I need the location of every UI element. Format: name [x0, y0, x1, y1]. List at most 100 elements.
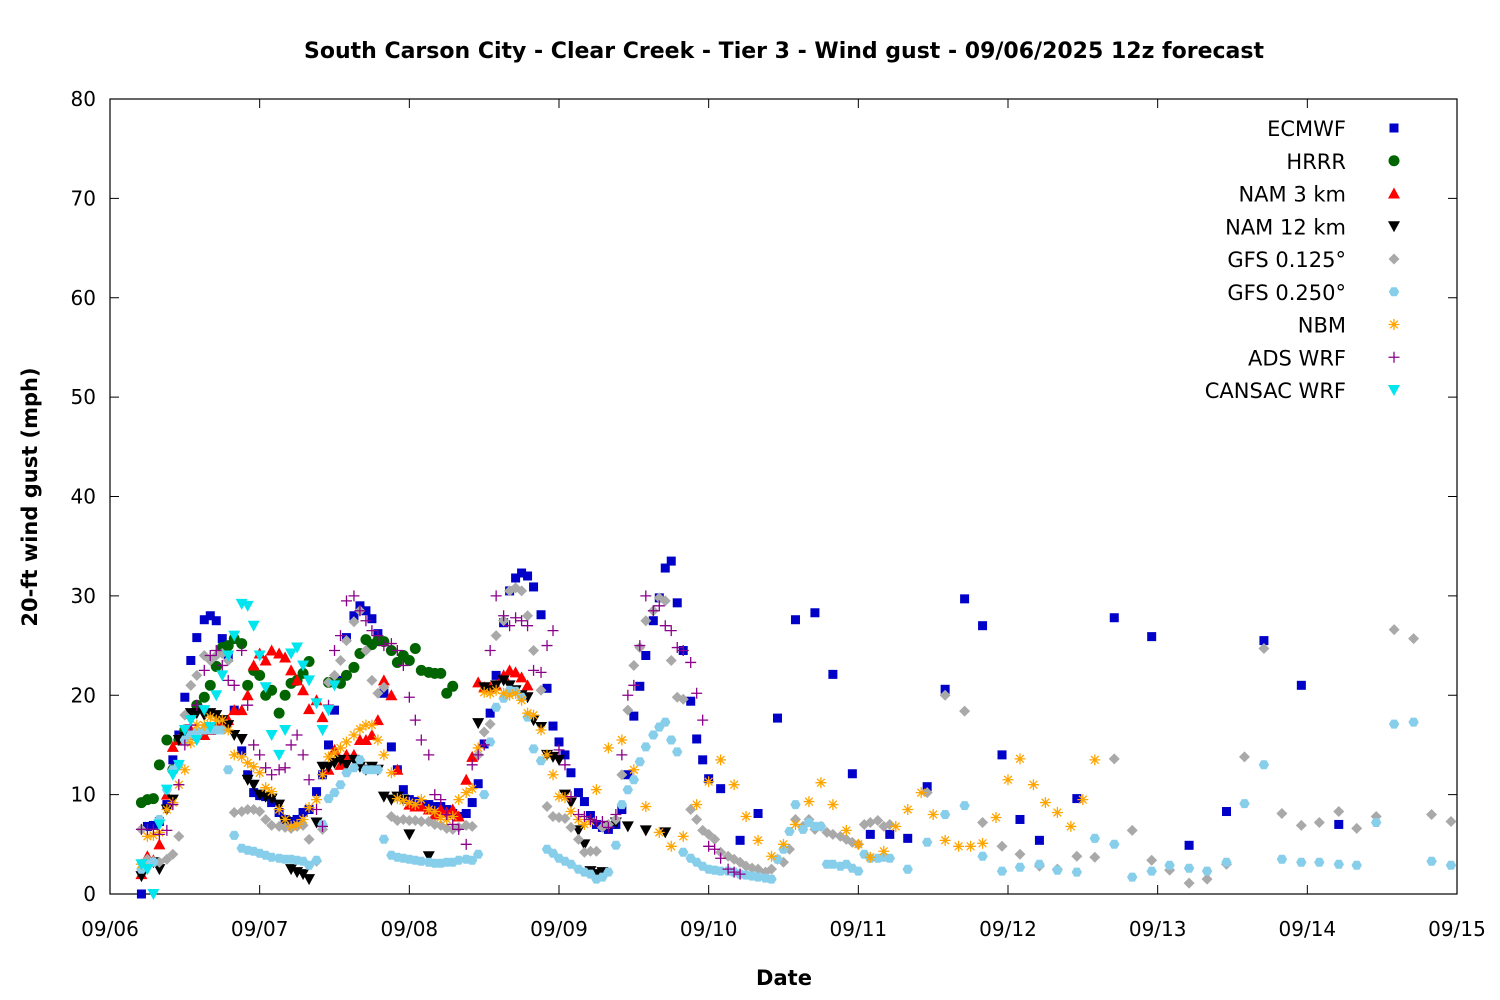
data-point [329, 645, 340, 657]
data-point [153, 864, 166, 876]
data-point [490, 590, 502, 602]
data-point [409, 643, 421, 655]
data-point [217, 634, 227, 644]
data-point [660, 563, 670, 573]
data-point [435, 794, 447, 806]
data-point [329, 788, 340, 798]
data-point [522, 707, 534, 719]
data-point [153, 828, 165, 840]
data-point [1164, 860, 1175, 870]
data-point [516, 615, 528, 627]
data-point [965, 840, 977, 852]
data-point [677, 830, 689, 842]
data-point [273, 647, 286, 659]
data-point [199, 615, 209, 625]
data-point [852, 838, 864, 850]
y-tick-label: 30 [71, 584, 96, 608]
data-point [639, 825, 652, 837]
data-point [560, 750, 570, 760]
data-point [840, 824, 852, 836]
data-point [1109, 839, 1120, 849]
data-point [273, 749, 286, 761]
data-point [330, 705, 339, 715]
data-point [671, 642, 683, 654]
data-point [665, 654, 677, 666]
data-point [716, 784, 726, 794]
data-point [578, 839, 591, 851]
data-point [273, 707, 285, 719]
legend-marker [1388, 351, 1400, 363]
data-point [341, 768, 352, 778]
data-point [348, 661, 360, 673]
data-point [766, 874, 777, 884]
data-point [180, 692, 190, 702]
data-point [640, 742, 651, 752]
data-point [1259, 636, 1269, 646]
data-point [709, 843, 721, 855]
data-point [166, 769, 179, 781]
data-point [590, 845, 602, 857]
data-point [228, 630, 241, 642]
data-point [372, 630, 384, 642]
data-point [722, 863, 734, 875]
data-point [378, 834, 390, 844]
data-point [161, 734, 173, 746]
data-point [310, 698, 323, 710]
data-point [409, 714, 421, 726]
data-point [285, 820, 297, 832]
legend-label: NBM [1298, 314, 1346, 338]
data-point [878, 845, 890, 857]
data-point [366, 625, 378, 637]
data-point [167, 799, 179, 811]
data-point [211, 616, 221, 626]
data-point [453, 794, 465, 806]
data-point [553, 744, 565, 756]
data-point [565, 859, 577, 869]
y-tick-label: 0 [83, 882, 96, 906]
data-point [322, 761, 335, 773]
legend: ECMWF HRRR NAM 3 km NAM 12 km GFS 0.125° GFS … [1205, 117, 1400, 403]
data-point [478, 726, 490, 738]
data-point [1201, 873, 1213, 885]
data-point [291, 729, 303, 741]
data-point [1239, 799, 1250, 809]
data-point [210, 690, 223, 702]
data-point [728, 779, 740, 791]
legend-marker [1388, 221, 1400, 233]
data-point [634, 640, 646, 652]
data-point [409, 799, 421, 811]
data-point [596, 815, 608, 827]
data-point [939, 810, 951, 819]
data-point [279, 651, 292, 663]
data-point [515, 671, 528, 683]
data-point [1222, 807, 1232, 817]
data-point [1108, 753, 1120, 765]
data-point [323, 794, 334, 804]
data-point [259, 654, 272, 666]
data-point [198, 719, 210, 731]
data-point [541, 640, 553, 652]
data-point [403, 691, 415, 703]
data-point [160, 784, 173, 796]
y-tick-label: 60 [71, 286, 96, 310]
data-point [285, 664, 298, 676]
data-point [291, 674, 304, 686]
data-point [166, 740, 179, 752]
data-point [884, 818, 896, 830]
data-point [789, 818, 801, 830]
data-point [790, 615, 800, 625]
data-point [198, 705, 211, 717]
data-point [254, 749, 266, 761]
data-point [522, 610, 534, 622]
data-point [184, 715, 197, 727]
data-point [884, 853, 895, 863]
data-point [416, 856, 427, 866]
data-point [479, 790, 490, 800]
data-point [303, 874, 316, 886]
data-point [572, 809, 584, 820]
data-point [1015, 814, 1025, 824]
data-point [672, 598, 682, 608]
data-point [334, 630, 346, 642]
data-point [504, 689, 516, 701]
data-point [403, 797, 415, 809]
